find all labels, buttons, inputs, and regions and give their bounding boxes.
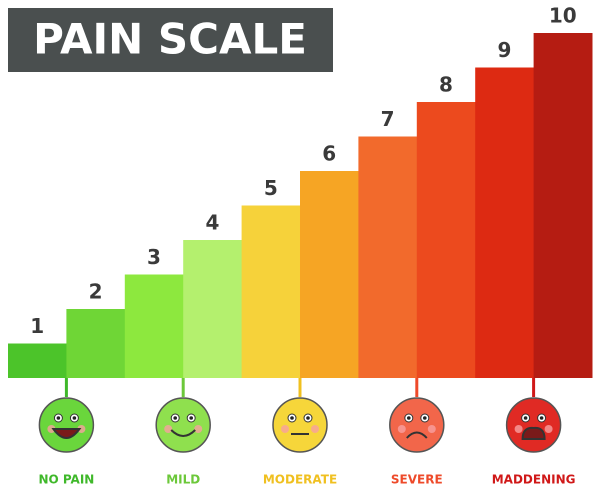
bar (183, 240, 243, 378)
pupil (539, 416, 544, 420)
cheek (194, 425, 203, 433)
face-label: NO PAIN (38, 473, 94, 487)
bar (8, 343, 67, 378)
chart-title: PAIN SCALE (33, 15, 307, 64)
mouth (406, 431, 428, 439)
value-label: 7 (381, 107, 395, 131)
title-box (8, 8, 333, 72)
face (38, 397, 95, 453)
value-label: 3 (147, 245, 161, 269)
value-label: 2 (89, 280, 103, 304)
face (389, 397, 445, 453)
face (505, 397, 562, 453)
pupil (56, 416, 61, 420)
face (155, 397, 211, 453)
cheek (514, 425, 523, 433)
pupil (189, 416, 193, 420)
value-label: 1 (30, 314, 44, 338)
value-label: 8 (439, 73, 453, 97)
face-label: SEVERE (391, 473, 443, 487)
face-label: MILD (166, 473, 200, 487)
face-circle (38, 397, 95, 453)
bar (533, 33, 593, 378)
bar (300, 171, 359, 378)
pupil (72, 416, 77, 420)
pupil (173, 416, 177, 420)
mouth (521, 426, 546, 440)
cheek (164, 425, 173, 433)
pupil (306, 416, 310, 420)
pupil (290, 416, 294, 420)
cheek (427, 425, 436, 433)
value-label: 4 (205, 211, 219, 235)
mouth (51, 428, 82, 439)
cheek (281, 425, 289, 433)
cheek (47, 425, 56, 433)
face-circle (272, 397, 328, 453)
face (272, 397, 328, 453)
bar (475, 67, 535, 378)
pupil (423, 416, 427, 420)
pupil (523, 416, 528, 420)
bar (358, 136, 418, 378)
bar (416, 102, 476, 378)
bar (241, 205, 301, 378)
bar (66, 309, 126, 378)
face-label: MADDENING (492, 473, 576, 487)
bar (124, 274, 184, 378)
pupil (407, 416, 411, 420)
cheek (77, 425, 86, 433)
cheek (311, 425, 319, 433)
value-label: 9 (497, 38, 511, 62)
value-label: 5 (264, 176, 278, 200)
mouth (170, 429, 196, 437)
cheek (397, 425, 406, 433)
value-label: 10 (549, 4, 577, 28)
face-label: MODERATE (263, 473, 337, 487)
cheek (544, 425, 553, 433)
face-circle (505, 397, 562, 453)
face-circle (155, 397, 211, 453)
face-circle (389, 397, 445, 453)
value-label: 6 (322, 142, 336, 166)
